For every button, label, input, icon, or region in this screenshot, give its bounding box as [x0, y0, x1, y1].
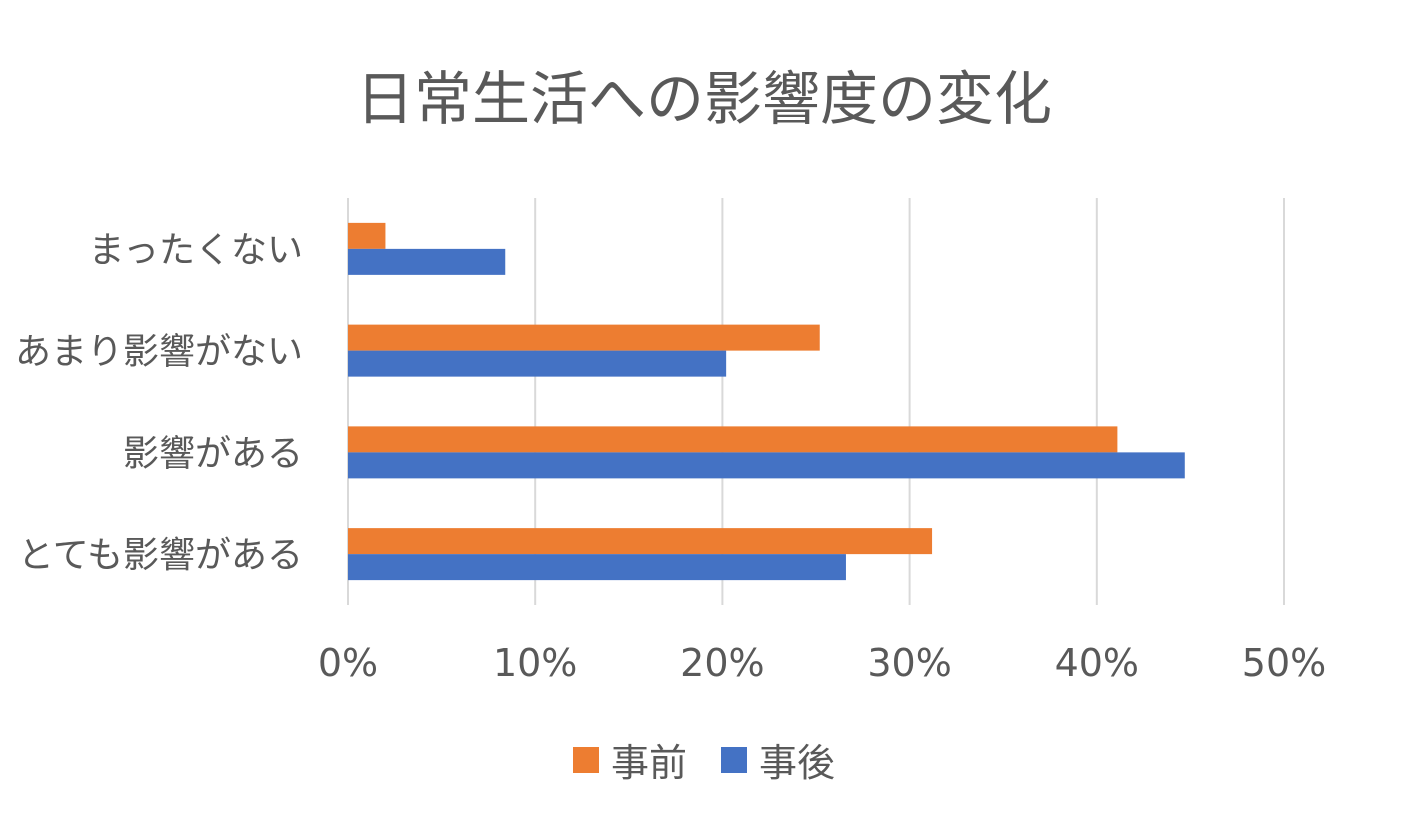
bar-before	[348, 222, 386, 249]
legend-item-after: 事後	[721, 732, 835, 787]
legend-item-before: 事前	[572, 732, 687, 787]
x-tick-label: 30%	[867, 641, 951, 685]
category-label: とても影響がある	[18, 535, 303, 576]
x-tick-label: 0%	[318, 641, 378, 685]
x-tick-label: 10%	[493, 641, 577, 685]
category-label: まったくない	[88, 230, 303, 271]
legend-label-after: 事後	[759, 741, 836, 785]
legend-label-before: 事前	[610, 741, 687, 785]
x-tick-labels: 0% 10% 20% 30% 40% 50%	[318, 641, 1326, 685]
x-tick-label: 20%	[680, 641, 764, 685]
bar-before	[348, 324, 820, 351]
bar-after	[348, 452, 1185, 479]
chart-title: 日常生活への影響度の変化	[355, 65, 1052, 133]
bar-before	[348, 426, 1118, 453]
bars	[348, 222, 1185, 581]
category-label: 影響がある	[123, 433, 303, 474]
category-label: あまり影響がない	[15, 332, 303, 373]
legend-swatch-after	[721, 746, 747, 773]
legend-swatch-before	[572, 746, 599, 773]
x-tick-label: 50%	[1242, 641, 1326, 685]
x-tick-label: 40%	[1055, 641, 1139, 685]
bar-after	[348, 554, 846, 581]
bar-after	[348, 248, 506, 275]
legend: 事前 事後	[0, 732, 1408, 787]
bar-after	[348, 350, 727, 377]
bar-before	[348, 528, 933, 555]
